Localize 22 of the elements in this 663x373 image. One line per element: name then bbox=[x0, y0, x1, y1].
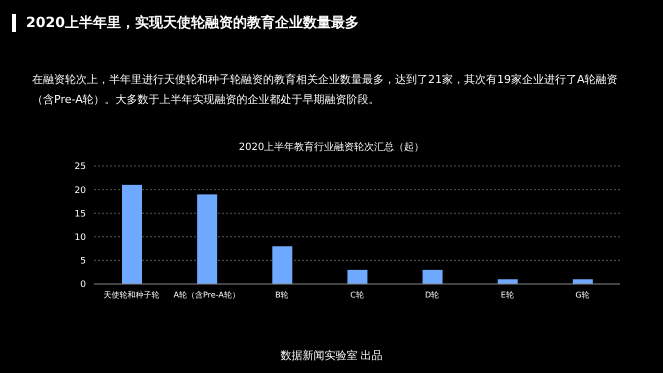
x-tick-label: D轮 bbox=[425, 290, 440, 300]
bar bbox=[272, 246, 292, 284]
bar bbox=[422, 270, 443, 284]
bar bbox=[197, 194, 218, 284]
bar bbox=[347, 270, 368, 284]
x-tick-label: E轮 bbox=[500, 290, 514, 300]
y-tick-label: 20 bbox=[74, 186, 86, 196]
x-tick-label: C轮 bbox=[350, 290, 364, 300]
x-tick-label: A轮（含Pre-A轮） bbox=[174, 290, 240, 300]
x-tick-label: B轮 bbox=[275, 290, 289, 300]
chart-subtitle: 在融资轮次上，半年里进行天使轮和种子轮融资的教育相关企业数量最多，达到了21家，其次有19家企业进行了A轮融资（含Pre-A轮）。大多数于上半年实现融资的企业都处于早期融资阶段。 bbox=[32, 72, 619, 108]
y-tick-label: 10 bbox=[74, 232, 86, 243]
bar bbox=[122, 184, 142, 284]
text: 2020上半年教育行业融资轮次汇总（起） bbox=[238, 140, 426, 154]
y-tick-label: 5 bbox=[80, 256, 86, 267]
y-tick-label: 15 bbox=[74, 209, 86, 220]
y-tick-label: 25 bbox=[74, 162, 86, 172]
y-tick-label: 0 bbox=[80, 280, 86, 290]
x-tick-label: G轮 bbox=[575, 290, 590, 300]
text: 数据新闻实验室 出品 bbox=[279, 348, 384, 363]
chart-title: 2020上半年里，实现天使轮融资的教育企业数量最多 bbox=[26, 14, 359, 32]
x-tick-label: 天使轮和种子轮 bbox=[104, 290, 160, 300]
